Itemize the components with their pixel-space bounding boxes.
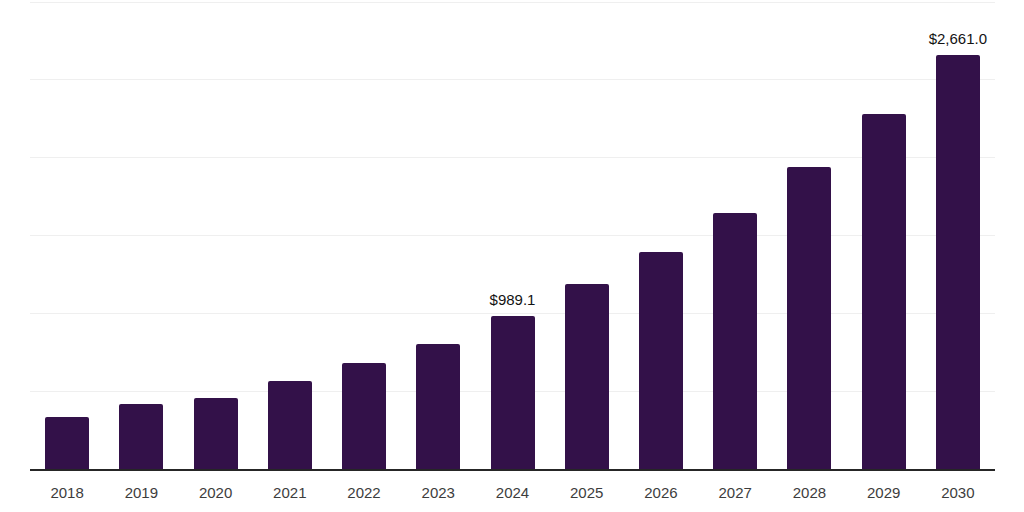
- bar-2019: [119, 404, 163, 470]
- bar-2030: [936, 55, 980, 470]
- grid-line: [30, 157, 995, 158]
- x-tick-label-2029: 2029: [844, 484, 924, 501]
- bar-chart: $989.1$2,661.0 2018201920202021202220232…: [0, 0, 1024, 512]
- x-tick-label-2024: 2024: [473, 484, 553, 501]
- bar-2020: [194, 398, 238, 470]
- x-tick-label-2020: 2020: [176, 484, 256, 501]
- x-tick-label-2030: 2030: [918, 484, 998, 501]
- bar-2018: [45, 417, 89, 470]
- grid-line: [30, 2, 995, 3]
- x-axis: 2018201920202021202220232024202520262027…: [30, 484, 995, 506]
- x-tick-label-2023: 2023: [398, 484, 478, 501]
- grid-line: [30, 313, 995, 314]
- x-tick-label-2022: 2022: [324, 484, 404, 501]
- x-tick-label-2027: 2027: [695, 484, 775, 501]
- x-tick-label-2018: 2018: [27, 484, 107, 501]
- bar-2022: [342, 363, 386, 470]
- x-tick-label-2025: 2025: [547, 484, 627, 501]
- bar-value-label-2024: $989.1: [443, 291, 583, 308]
- bar-2028: [787, 167, 831, 470]
- bar-2027: [713, 213, 757, 470]
- grid-line: [30, 235, 995, 236]
- bar-2024: [491, 316, 535, 470]
- x-tick-label-2026: 2026: [621, 484, 701, 501]
- grid-line: [30, 79, 995, 80]
- bar-value-label-2030: $2,661.0: [888, 30, 1024, 47]
- bar-2023: [416, 344, 460, 470]
- plot-area: $989.1$2,661.0: [30, 2, 995, 470]
- bar-2021: [268, 381, 312, 470]
- x-tick-label-2028: 2028: [769, 484, 849, 501]
- bar-2029: [862, 114, 906, 470]
- bar-2025: [565, 284, 609, 470]
- x-axis-line: [30, 469, 995, 471]
- x-tick-label-2019: 2019: [101, 484, 181, 501]
- x-tick-label-2021: 2021: [250, 484, 330, 501]
- bar-2026: [639, 252, 683, 470]
